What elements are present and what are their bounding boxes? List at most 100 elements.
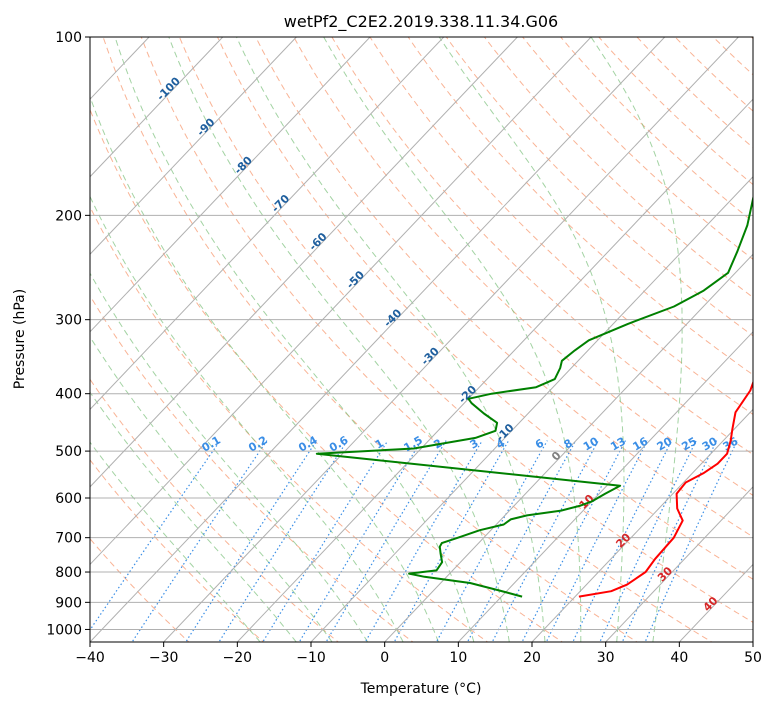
x-tick-label: 30 [597,650,615,666]
dry-adiabat [331,37,753,456]
isotherm-label: 10 [577,492,597,512]
plot-frame [89,36,754,643]
isotherm-line [457,331,753,642]
isotherm-line [90,37,592,566]
isotherm-line [90,37,518,488]
dry-adiabat [90,537,190,642]
x-tick-label: −20 [223,650,253,666]
mixing-ratio-label: 6 [533,436,546,451]
temperature-line [578,380,753,598]
isotherm-line [678,563,753,642]
moist-adiabat [114,37,475,642]
mixing-ratio-line [262,440,389,642]
mixing-ratio-line [644,440,738,642]
x-tick-label: −40 [75,650,105,666]
dry-adiabat [674,37,753,112]
isotherm-label: -50 [344,268,367,291]
dewpoint-line [315,194,753,598]
moist-adiabat [236,37,546,642]
y-tick-label: 500 [55,444,82,460]
mixing-ratio-line [393,440,510,642]
moist-adiabat [90,195,404,642]
dry-adiabat [712,37,753,76]
isotherm-line [384,253,753,642]
y-axis-label: Pressure (hPa) [12,289,28,389]
isotherm-line [0,37,2,642]
x-axis-label: Temperature (°C) [360,681,482,697]
chart-title: wetPf2_C2E2.2019.338.11.34.G06 [284,12,558,32]
isotherm-label: -100 [154,74,183,103]
moist-adiabat [90,391,297,642]
dry-adiabat [90,205,489,642]
moist-adiabat [438,37,625,642]
x-axis-ticks: −40 −30 −20 −10 0 10 20 30 40 50 [75,642,762,666]
isotherm-line [90,37,297,256]
dry-adiabat [293,37,753,496]
dry-adiabat [750,37,753,40]
moist-adiabat [90,335,333,642]
y-tick-label: 800 [55,565,82,581]
isotherm-label: -40 [381,306,404,329]
mixing-ratio-line [298,440,422,642]
isotherm-line [90,37,666,642]
mixing-ratio-line [364,440,483,642]
dry-adiabat [369,37,753,415]
isotherm-line [310,176,753,642]
moist-adiabat [590,37,683,642]
dry-adiabat [102,37,638,642]
mixing-ratio-line [466,440,577,642]
dry-adiabat [407,37,753,376]
mixing-ratio-line [491,440,599,642]
mixing-ratio-line [621,440,718,642]
x-tick-label: 40 [670,650,688,666]
isotherm-line [236,98,753,642]
mixing-ratio-line [325,440,447,642]
moist-adiabat [323,37,582,642]
isotherm-line [605,486,753,642]
x-tick-label: −10 [296,650,326,666]
isotherm-label: -60 [306,230,329,253]
dry-adiabat [90,459,265,642]
x-tick-label: −30 [149,650,179,666]
isopleth-lines [90,37,753,642]
y-tick-label: 900 [55,595,82,611]
mixing-ratio-line [521,440,627,642]
dry-adiabat [598,37,753,186]
x-tick-label: 0 [380,650,389,666]
x-tick-label: 20 [523,650,541,666]
dry-adiabat [483,37,753,298]
y-tick-label: 1000 [46,622,82,638]
isotherm-line [752,641,753,642]
isotherm-label: -70 [269,192,292,215]
moist-adiabat [90,441,261,642]
isotherm-line [90,37,224,178]
isotherm-label: -30 [419,344,442,367]
dry-adiabat [90,378,340,642]
y-tick-label: 100 [55,30,82,46]
y-tick-label: 700 [55,531,82,547]
isotherm-label: -20 [456,383,479,406]
y-tick-label: 200 [55,208,82,224]
moist-adiabat [168,37,510,642]
dry-adiabat [636,37,753,149]
dry-adiabat [140,37,713,642]
mixing-ratio-line [435,440,548,642]
mixing-ratio-line [218,440,348,642]
mixing-ratio-line [599,440,697,642]
profile-series [315,194,753,598]
x-tick-label: 10 [449,650,467,666]
y-tick-label: 600 [55,491,82,507]
grid-lines [0,37,753,642]
isotherm-line [163,37,739,642]
isotherm-line [90,37,371,333]
isotherm-label: 20 [613,530,633,550]
y-tick-label: 400 [55,387,82,403]
y-axis-ticks: 100 200 300 400 500 600 700 800 900 1000 [46,30,90,638]
mixing-ratio-line [185,440,318,642]
dry-adiabat [216,37,753,580]
dry-adiabat [255,37,753,538]
x-tick-label: 50 [744,650,762,666]
dry-adiabat [178,37,753,623]
isotherm-label: 40 [701,594,721,614]
